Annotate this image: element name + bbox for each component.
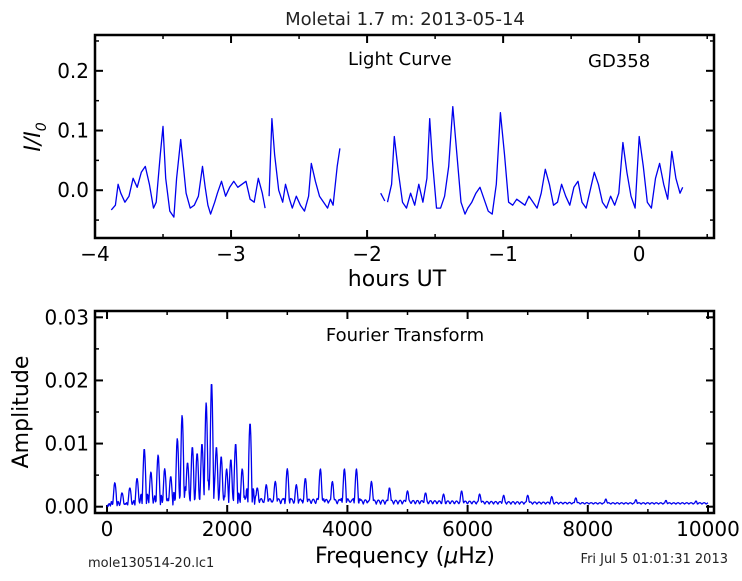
y-tick-label: 0.02 [44,368,89,392]
fourier-series [106,383,709,508]
x-tick-label: −4 [80,242,109,266]
y-tick-label: 0.03 [44,305,89,329]
light-curve-series [110,105,684,218]
y-tick-label: 0.0 [57,178,89,202]
fourier-amplitude-line [106,383,709,508]
light-curve-annotation: Light Curve [348,49,452,70]
fourier-annotation: Fourier Transform [326,325,484,346]
light-curve-segment [386,105,684,215]
y-tick-label: 0.00 [44,495,89,519]
fourier-tick-labels: 0 2000 4000 6000 8000 10000 0.00 0.01 0.02 0.03 [44,305,739,541]
light-curve-segment [110,125,266,218]
xlabel-pre: Frequency ( [315,544,444,569]
y-tick-label: 0.2 [57,59,89,83]
x-tick-label: 0 [101,517,114,541]
ylabel-main: I/I [21,131,46,151]
x-tick-label: 2000 [202,517,253,541]
footer-filename: mole130514-20.lc1 [88,556,214,571]
star-name-annotation: GD358 [588,51,650,72]
fourier-xlabel: Frequency (μHz) [315,544,495,569]
footer-timestamp: Fri Jul 5 01:01:31 2013 [581,552,728,567]
x-tick-label: 10000 [676,517,740,541]
fourier-panel: 0 2000 4000 6000 8000 10000 0.00 0.01 0.02 0.03 F… [9,305,740,569]
xlabel-mu: μ [443,544,458,569]
light-curve-xlabel: hours UT [348,267,447,292]
light-curve-ticks [94,35,714,238]
x-tick-label: −3 [216,242,245,266]
x-tick-label: 6000 [442,517,493,541]
y-tick-label: 0.01 [44,432,89,456]
light-curve-segment [268,117,341,212]
light-curve-tick-labels: −4 −3 −2 −1 0 0.0 0.1 0.2 [57,59,645,266]
x-tick-label: 4000 [322,517,373,541]
figure-title: Moletai 1.7 m: 2013-05-14 [285,9,525,30]
x-tick-label: −1 [488,242,517,266]
ylabel-subscript: 0 [34,122,50,131]
xlabel-post: Hz) [458,544,495,569]
x-tick-label: 8000 [562,517,613,541]
light-curve-panel: −4 −3 −2 −1 0 0.0 0.1 0.2 Light Curve GD358 hou… [21,33,716,292]
x-tick-label: −2 [352,242,381,266]
x-tick-label: 0 [633,242,646,266]
light-curve-ylabel: I/I0 [21,122,50,151]
fourier-ticks [95,311,714,513]
light-curve-axes-frame [93,33,716,240]
y-tick-label: 0.1 [57,119,89,143]
light-curve-segment [380,192,386,202]
fourier-ylabel: Amplitude [9,356,34,469]
